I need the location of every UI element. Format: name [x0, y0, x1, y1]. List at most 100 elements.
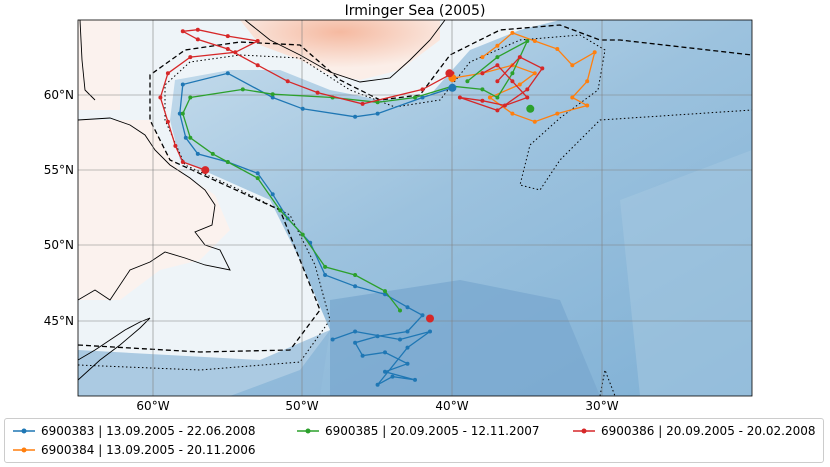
- track-point-6900386_east-4: [502, 103, 507, 108]
- legend-label-6900383: 6900383 | 13.09.2005 - 22.06.2008: [41, 424, 256, 438]
- track-point-6900384-2: [510, 30, 515, 35]
- track-point-6900384-14: [517, 82, 522, 87]
- track-6900386: [159, 29, 453, 171]
- track-point-6900383-8: [177, 111, 182, 116]
- track-point-6900385-22: [383, 289, 387, 294]
- track-point-6900383-28: [413, 377, 417, 382]
- track-point-6900385-0: [465, 79, 470, 84]
- track-point-6900386-5: [255, 63, 260, 68]
- track-point-6900385-3: [510, 71, 515, 76]
- legend-line-6900385: [297, 428, 319, 434]
- western-shelf: [78, 20, 560, 396]
- track-point-6900386-14: [165, 71, 170, 76]
- lon-tick-40: 40°W: [435, 399, 468, 413]
- lat-tick-55: 55°N: [44, 163, 74, 177]
- track-point-6900383-27: [383, 369, 387, 374]
- track-point-6900385-8: [375, 100, 380, 105]
- track-point-6900386_east-7: [495, 108, 500, 113]
- legend-line-6900383: [13, 428, 35, 434]
- track-point-6900386_east-2: [510, 79, 515, 84]
- track-point-6900386-17: [173, 143, 178, 148]
- track-point-6900386_east-9: [540, 66, 545, 71]
- track-point-6900384-3: [532, 39, 537, 43]
- track-point-6900385-20: [323, 264, 328, 269]
- track-point-6900386-11: [255, 39, 260, 43]
- track-point-6900383-5: [270, 95, 275, 100]
- track-point-6900386-15: [158, 95, 163, 100]
- track-point-6900383-35: [330, 337, 335, 342]
- basemap: [78, 20, 752, 396]
- track-point-6900383-1: [420, 95, 425, 100]
- track-point-6900384-5: [570, 63, 575, 68]
- map-canvas: Irminger Sea (2005): [44, 3, 753, 413]
- track-point-6900383-33: [398, 337, 402, 342]
- legend-item-6900386: 6900386 | 20.09.2005 - 20.02.2008: [573, 424, 816, 438]
- track-point-6900385-12: [188, 95, 193, 100]
- track-point-6900383-3: [353, 114, 358, 119]
- track-point-6900383-32: [428, 329, 432, 334]
- track-point-6900386-6: [225, 47, 230, 51]
- lat-tick-60: 60°N: [44, 88, 74, 102]
- map-title: Irminger Sea (2005): [345, 3, 486, 19]
- west-land: [78, 20, 120, 110]
- track-point-6900383-12: [255, 171, 260, 176]
- track-point-6900383-21: [405, 329, 410, 334]
- track-point-6900386-9: [195, 27, 200, 32]
- track-point-6900383-17: [353, 284, 358, 289]
- labrador-land: [78, 120, 230, 300]
- end-marker-4: [426, 314, 434, 323]
- track-point-6900385-21: [353, 273, 358, 277]
- lon-tick-50: 50°W: [285, 399, 318, 413]
- track-point-6900386-10: [225, 34, 230, 39]
- track-point-6900386_east-5: [480, 98, 485, 103]
- track-point-6900386-4: [285, 79, 290, 84]
- end-marker-3: [201, 166, 210, 175]
- track-point-6900385-15: [210, 151, 215, 156]
- legend-label-6900384: 6900384 | 13.09.2005 - 20.11.2006: [41, 443, 256, 457]
- lat-tick-labels: 60°N 55°N 50°N 45°N: [44, 88, 74, 328]
- track-point-6900383-19: [405, 305, 410, 310]
- legend-item-6900383: 6900383 | 13.09.2005 - 22.06.2008: [13, 424, 256, 438]
- track-point-6900386_east-6: [457, 95, 462, 100]
- track-point-6900383-16: [323, 273, 328, 277]
- track-point-6900384-12: [510, 111, 515, 116]
- track-point-6900383-4: [300, 106, 305, 111]
- end-marker-5: [445, 69, 454, 78]
- track-point-6900386-2: [360, 101, 365, 106]
- track-point-6900385-17: [255, 176, 260, 181]
- track-point-6900386_east-1: [495, 63, 500, 68]
- float-tracks: [158, 27, 597, 387]
- track-point-6900385-13: [180, 111, 185, 116]
- legend-item-6900385: 6900385 | 20.09.2005 - 12.11.2007: [297, 424, 540, 438]
- track-point-6900383-30: [375, 382, 380, 387]
- track-point-6900384-11: [532, 119, 537, 124]
- track-point-6900384-9: [585, 103, 590, 108]
- track-point-6900386_east-10: [517, 55, 522, 60]
- lat-tick-45: 45°N: [44, 314, 74, 328]
- contour-dotted-south: [599, 368, 616, 396]
- legend-line-6900384: [13, 447, 35, 453]
- track-point-6900386-18: [180, 160, 185, 164]
- contour-dashed-west: [78, 24, 752, 353]
- lat-tick-50: 50°N: [44, 238, 74, 252]
- lon-tick-60: 60°W: [136, 399, 169, 413]
- track-point-6900385-16: [225, 160, 230, 164]
- lon-tick-labels: 60°W 50°W 40°W 30°W: [136, 399, 618, 413]
- gridlines: [78, 20, 752, 396]
- track-point-6900383-9: [183, 135, 188, 140]
- track-6900385: [182, 39, 529, 311]
- track-point-6900383-23: [353, 340, 358, 345]
- legend-label-6900385: 6900385 | 20.09.2005 - 12.11.2007: [325, 424, 540, 438]
- track-point-6900385-7: [413, 95, 417, 100]
- end-marker-1: [526, 104, 535, 113]
- track-point-6900385-2: [525, 39, 530, 43]
- map-frame: [77, 19, 753, 397]
- track-point-6900383-25: [383, 350, 387, 355]
- legend-label-6900386: 6900386 | 20.09.2005 - 20.02.2008: [601, 424, 816, 438]
- track-point-6900383-22: [375, 334, 380, 339]
- track-point-6900385-18: [278, 208, 283, 213]
- track-point-6900383-24: [360, 353, 365, 358]
- track-point-6900383-2: [375, 111, 380, 116]
- track-point-6900384-7: [585, 79, 590, 84]
- track-point-6900384-10: [555, 111, 560, 116]
